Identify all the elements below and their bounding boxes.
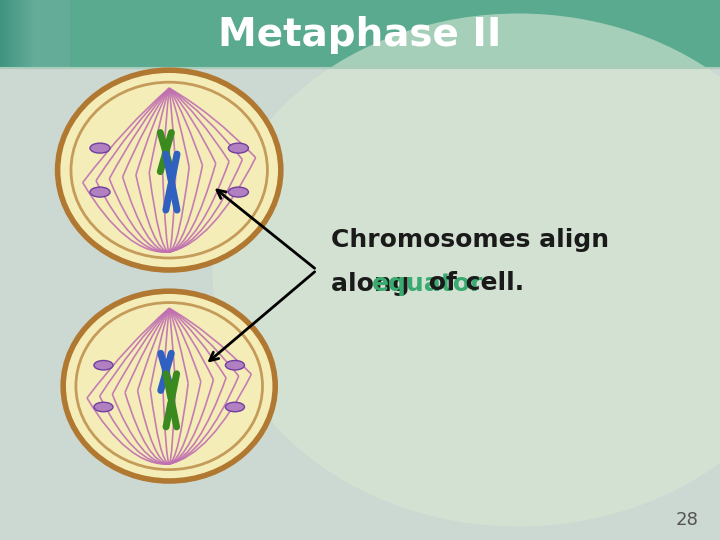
Bar: [27, 0, 63, 68]
Ellipse shape: [225, 361, 245, 370]
Text: 28: 28: [675, 511, 698, 529]
Bar: [4, 0, 40, 68]
Bar: [7, 0, 43, 68]
Bar: [30, 0, 66, 68]
Ellipse shape: [212, 14, 720, 526]
Bar: [20, 0, 56, 68]
Ellipse shape: [90, 187, 110, 197]
Bar: [0, 0, 720, 68]
Text: along: along: [331, 272, 418, 295]
Bar: [0, 0, 36, 68]
Text: of cell.: of cell.: [420, 272, 524, 295]
Bar: [12, 0, 48, 68]
Ellipse shape: [228, 143, 248, 153]
Bar: [32, 0, 68, 68]
Bar: [23, 0, 60, 68]
Ellipse shape: [94, 402, 113, 411]
Ellipse shape: [90, 143, 110, 153]
Bar: [35, 0, 71, 68]
Ellipse shape: [58, 70, 281, 270]
Text: equator: equator: [372, 272, 484, 295]
Ellipse shape: [225, 402, 245, 411]
Ellipse shape: [228, 187, 248, 197]
Bar: [18, 0, 54, 68]
Ellipse shape: [63, 291, 275, 481]
Bar: [22, 0, 58, 68]
Ellipse shape: [76, 302, 263, 470]
Bar: [11, 0, 47, 68]
Bar: [14, 0, 50, 68]
Bar: [9, 0, 45, 68]
Text: Metaphase II: Metaphase II: [218, 16, 502, 54]
Bar: [17, 0, 53, 68]
Ellipse shape: [71, 82, 267, 258]
Text: Chromosomes align: Chromosomes align: [331, 228, 609, 252]
Ellipse shape: [94, 361, 113, 370]
Bar: [29, 0, 65, 68]
Bar: [6, 0, 42, 68]
Bar: [2, 0, 37, 68]
Bar: [25, 0, 61, 68]
